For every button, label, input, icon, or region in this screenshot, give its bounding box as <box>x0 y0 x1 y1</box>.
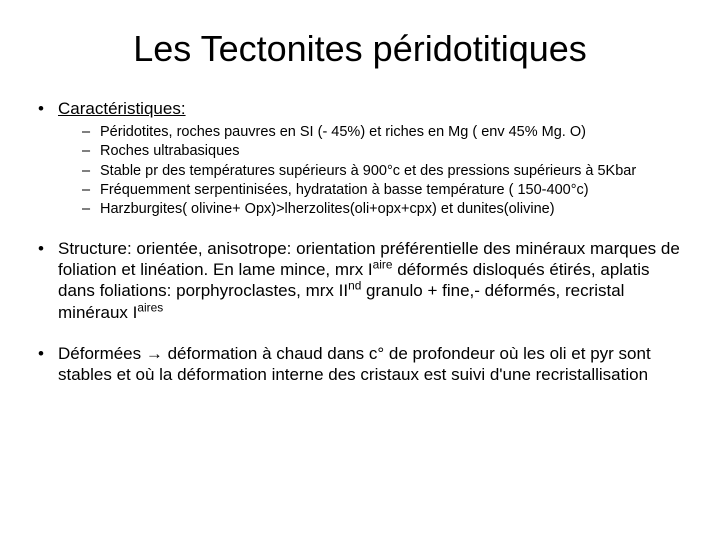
sub-item-5: Harzburgites( olivine+ Opx)>lherzolites(… <box>82 200 684 218</box>
bullet-structure: Structure: orientée, anisotrope: orienta… <box>36 238 684 323</box>
structure-sup-3: aires <box>137 300 163 314</box>
slide-title: Les Tectonites péridotitiques <box>36 28 684 70</box>
bullet-list: Caractéristiques: Péridotites, roches pa… <box>36 98 684 385</box>
slide: Les Tectonites péridotitiques Caractéris… <box>0 0 720 540</box>
bullet-deformees: Déformées → déformation à chaud dans c° … <box>36 343 684 386</box>
characteristics-label: Caractéristiques: <box>58 99 186 118</box>
sub-item-1: Péridotites, roches pauvres en SI (- 45%… <box>82 123 684 141</box>
bullet-characteristics: Caractéristiques: Péridotites, roches pa… <box>36 98 684 218</box>
structure-sup-2: nd <box>348 279 361 293</box>
sub-item-2: Roches ultrabasiques <box>82 142 684 160</box>
sub-list: Péridotites, roches pauvres en SI (- 45%… <box>58 123 684 218</box>
sub-item-4: Fréquemment serpentinisées, hydratation … <box>82 181 684 199</box>
structure-sup-1: aire <box>373 257 393 271</box>
sub-item-3: Stable pr des températures supérieurs à … <box>82 162 684 180</box>
